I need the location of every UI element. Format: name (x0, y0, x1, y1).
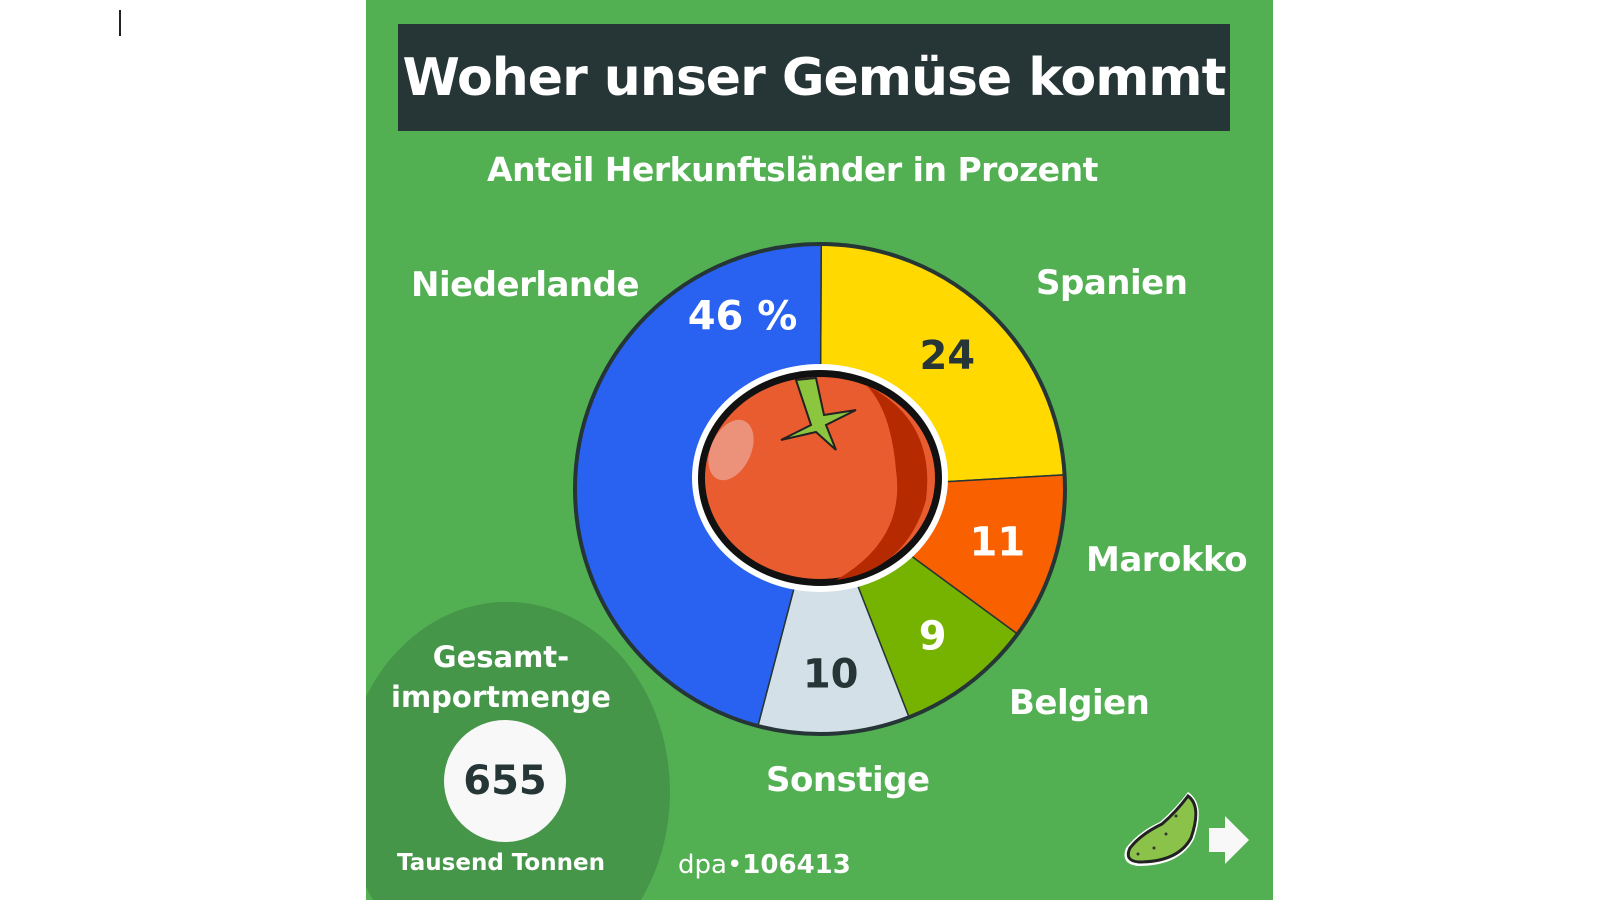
legend-label-sonstige: Sonstige (766, 760, 930, 800)
total-label-line1: Gesamt- (432, 640, 570, 674)
total-value: 655 (463, 758, 547, 804)
source-credit: dpa•106413 (678, 850, 851, 880)
legend-label-belgien: Belgien (1009, 683, 1150, 723)
data-label-sonstige: 10 (803, 652, 859, 698)
next-arrow-icon[interactable] (1209, 816, 1251, 864)
total-unit: Tausend Tonnen (397, 850, 605, 876)
pie-outline (573, 242, 1067, 736)
tomato-icon (692, 364, 948, 592)
source-name: dpa (678, 850, 727, 880)
cucumber-icon (1124, 792, 1199, 866)
chart-title: Woher unser Gemüse kommt (398, 24, 1230, 131)
chart-subtitle: Anteil Herkunftsländer in Prozent (487, 150, 1098, 189)
legend-label-niederlande: Niederlande (411, 265, 640, 305)
text-cursor (119, 10, 121, 36)
legend-label-marokko: Marokko (1086, 540, 1248, 580)
graphic-id: 106413 (742, 850, 851, 880)
data-label-spanien: 24 (919, 333, 975, 379)
data-label-niederlande: 46 % (688, 294, 798, 340)
data-label-marokko: 11 (970, 520, 1026, 566)
data-label-belgien: 9 (919, 614, 947, 660)
donut-chart: 24 11 9 10 46 % (573, 242, 1067, 736)
total-value-badge: 655 (444, 720, 566, 842)
total-label-line2: importmenge (391, 680, 611, 714)
infographic: Woher unser Gemüse kommt Anteil Herkunft… (366, 0, 1273, 900)
legend-label-spanien: Spanien (1036, 263, 1188, 303)
